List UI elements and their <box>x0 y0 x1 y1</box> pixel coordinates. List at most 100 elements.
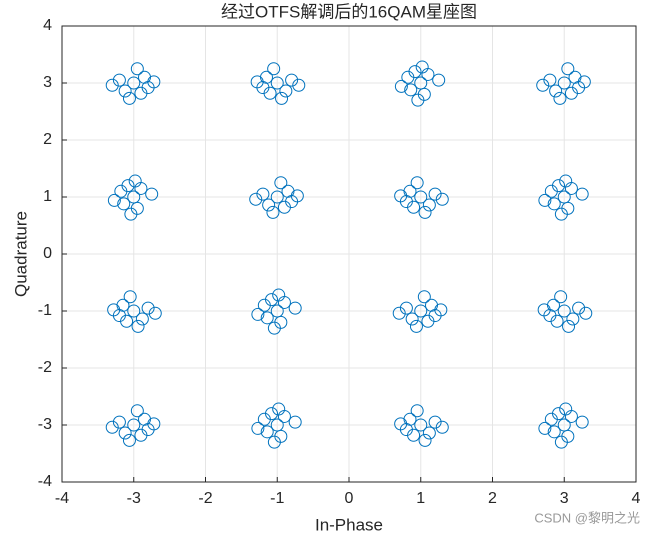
y-tick-label: 4 <box>43 17 52 34</box>
y-tick-label: 0 <box>43 245 52 262</box>
point <box>266 205 280 219</box>
point <box>135 312 149 326</box>
point <box>428 187 442 201</box>
point <box>428 309 442 323</box>
point <box>557 76 571 90</box>
point <box>148 306 162 320</box>
point <box>249 192 263 206</box>
point <box>405 312 419 326</box>
chart-title: 经过OTFS解调后的16QAM星座图 <box>221 2 477 21</box>
point <box>272 288 286 302</box>
point <box>288 415 302 429</box>
point <box>270 190 284 204</box>
point <box>127 418 141 432</box>
point <box>118 84 132 98</box>
point <box>399 423 413 437</box>
point <box>417 290 431 304</box>
y-axis-label: Quadrature <box>11 211 30 297</box>
point <box>432 73 446 87</box>
point <box>285 73 299 87</box>
point <box>554 435 568 449</box>
x-tick-label: 3 <box>560 490 569 507</box>
point <box>265 407 279 421</box>
point <box>275 91 289 105</box>
point <box>285 195 299 209</box>
point <box>272 402 286 416</box>
point <box>554 207 568 221</box>
point <box>561 62 575 76</box>
point <box>399 195 413 209</box>
point <box>543 309 557 323</box>
x-axis-label: In-Phase <box>315 515 383 534</box>
point <box>559 174 573 188</box>
point <box>547 197 561 211</box>
point <box>262 198 276 212</box>
y-tick-label: -3 <box>38 416 52 433</box>
point <box>553 91 567 105</box>
point <box>145 187 159 201</box>
point <box>414 418 428 432</box>
point <box>399 301 413 315</box>
point <box>552 179 566 193</box>
point <box>572 81 586 95</box>
point <box>260 425 274 439</box>
point <box>128 174 142 188</box>
point <box>267 62 281 76</box>
point <box>559 402 573 416</box>
point <box>411 93 425 107</box>
point <box>538 421 552 435</box>
x-tick-label: 0 <box>345 490 354 507</box>
point <box>267 435 281 449</box>
point <box>105 78 119 92</box>
point <box>415 60 429 74</box>
plot-frame <box>61 25 637 483</box>
point <box>127 76 141 90</box>
y-tick-label: -2 <box>38 359 52 376</box>
point <box>549 84 563 98</box>
point <box>394 79 408 93</box>
point <box>554 290 568 304</box>
point <box>251 421 265 435</box>
point <box>579 306 593 320</box>
point <box>279 84 293 98</box>
point <box>112 73 126 87</box>
point <box>404 83 418 97</box>
point <box>270 76 284 90</box>
point <box>543 73 557 87</box>
point <box>141 301 155 315</box>
point <box>562 319 576 333</box>
point <box>538 193 552 207</box>
point <box>122 433 136 447</box>
point <box>127 304 141 318</box>
point <box>274 176 288 190</box>
point <box>130 404 144 418</box>
point <box>141 423 155 437</box>
point <box>572 301 586 315</box>
point <box>105 420 119 434</box>
x-tick-label: -2 <box>198 490 212 507</box>
point <box>267 321 281 335</box>
point <box>414 190 428 204</box>
point <box>392 306 406 320</box>
point <box>428 415 442 429</box>
point <box>418 205 432 219</box>
y-tick-label: -4 <box>38 473 52 490</box>
point <box>292 78 306 92</box>
point <box>422 426 436 440</box>
point <box>122 91 136 105</box>
point <box>288 301 302 315</box>
y-tick-label: 3 <box>43 74 52 91</box>
y-tick-label: -1 <box>38 302 52 319</box>
point <box>408 65 422 79</box>
point <box>131 319 145 333</box>
point <box>575 187 589 201</box>
x-tick-label: 1 <box>416 490 425 507</box>
point <box>410 176 424 190</box>
point <box>141 81 155 95</box>
x-tick-label: -4 <box>55 490 69 507</box>
point <box>265 293 279 307</box>
point <box>418 433 432 447</box>
x-tick-label: 2 <box>488 490 497 507</box>
